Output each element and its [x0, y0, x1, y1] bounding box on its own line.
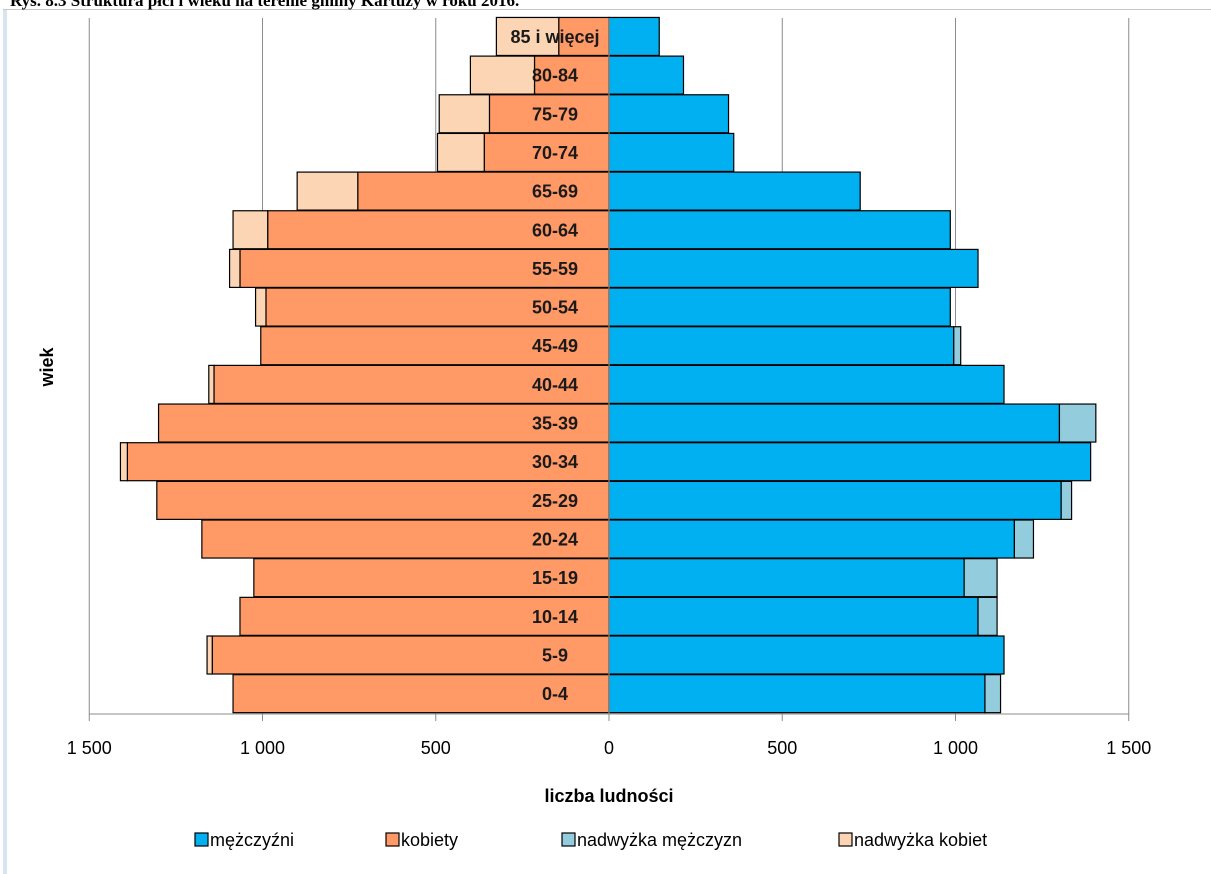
legend-label: kobiety — [401, 830, 458, 850]
x-axis-title: liczba ludności — [544, 786, 673, 806]
bar-kobiety — [533, 55, 610, 95]
x-tick-label: 1 500 — [67, 738, 112, 758]
bar-nadwyzka-kobiet — [436, 132, 485, 173]
bar-mezczyzni — [608, 16, 660, 57]
age-group-label: 85 i więcej — [510, 27, 599, 47]
bar-kobiety — [201, 519, 610, 559]
bar-mezczyzni — [608, 674, 986, 714]
bar-mezczyzni — [608, 519, 1016, 559]
age-group-label: 0-4 — [542, 684, 568, 704]
bar-nadwyzka-mezczyzn — [1060, 480, 1073, 520]
age-group-label: 70-74 — [532, 143, 578, 163]
bar-nadwyzka-kobiet — [296, 171, 359, 211]
age-group-label: 40-44 — [532, 375, 578, 395]
legend-swatch — [561, 832, 576, 847]
bar-nadwyzka-kobiet — [438, 94, 491, 134]
legend-swatch — [838, 832, 853, 847]
legend-label: nadwyżka mężczyzn — [577, 830, 742, 850]
bar-mezczyzni — [608, 94, 730, 134]
bar-kobiety — [267, 210, 610, 250]
bar-mezczyzni — [608, 403, 1061, 443]
bar-mezczyzni — [608, 287, 951, 327]
figure-caption: Rys. 8.3 Struktura płci i wieku na teren… — [10, 0, 520, 10]
age-group-label: 50-54 — [532, 298, 578, 318]
bar-nadwyzka-mezczyzn — [963, 558, 998, 598]
legend-item: nadwyżka kobiet — [838, 830, 987, 850]
bar-kobiety — [232, 674, 610, 714]
bar-kobiety — [239, 596, 610, 636]
bar-nadwyzka-mezczyzn — [953, 326, 962, 366]
age-group-label: 15-19 — [532, 568, 578, 588]
bar-mezczyzni — [608, 442, 1092, 482]
bar-mezczyzni — [608, 635, 1005, 675]
legend-swatch — [385, 832, 400, 847]
bar-nadwyzka-kobiet — [469, 55, 536, 95]
bar-kobiety — [211, 635, 610, 675]
bar-mezczyzni — [608, 480, 1062, 520]
top-border — [3, 9, 1211, 10]
bar-kobiety — [239, 248, 610, 289]
age-group-label: 60-64 — [532, 220, 578, 240]
legend-item: kobiety — [385, 830, 458, 850]
left-border — [3, 10, 7, 874]
x-tick-label: 1 000 — [240, 738, 285, 758]
legend-label: nadwyżka kobiet — [854, 830, 987, 850]
legend-swatch — [194, 832, 209, 847]
age-group-label: 20-24 — [532, 530, 578, 550]
bar-nadwyzka-kobiet — [254, 287, 267, 327]
bar-mezczyzni — [608, 326, 955, 366]
x-tick-label: 500 — [767, 738, 797, 758]
x-tick-label: 1 000 — [933, 738, 978, 758]
bar-mezczyzni — [608, 364, 1005, 404]
bar-mezczyzni — [608, 132, 735, 173]
bar-nadwyzka-mezczyzn — [1058, 403, 1097, 443]
bar-kobiety — [357, 171, 610, 211]
legend-label: mężczyźni — [210, 830, 294, 850]
bar-kobiety — [156, 480, 610, 520]
age-group-label: 55-59 — [532, 259, 578, 279]
bar-kobiety — [265, 287, 610, 327]
age-group-label: 35-39 — [532, 414, 578, 434]
bars — [119, 16, 1097, 714]
bar-nadwyzka-kobiet — [495, 16, 560, 57]
age-group-label: 65-69 — [532, 182, 578, 202]
y-axis-title: wiek — [37, 347, 57, 388]
age-group-label: 25-29 — [532, 491, 578, 511]
bar-nadwyzka-kobiet — [228, 248, 241, 289]
bar-nadwyzka-kobiet — [119, 442, 128, 482]
bar-mezczyzni — [608, 55, 685, 95]
bar-nadwyzka-mezczyzn — [984, 674, 1002, 714]
bar-mezczyzni — [608, 248, 979, 289]
x-tick-label: 0 — [604, 738, 614, 758]
age-group-label: 10-14 — [532, 607, 578, 627]
bar-kobiety — [483, 132, 610, 173]
bar-kobiety — [488, 94, 610, 134]
bar-mezczyzni — [608, 596, 979, 636]
legend-item: mężczyźni — [194, 830, 294, 850]
age-group-label: 45-49 — [532, 336, 578, 356]
age-group-label: 75-79 — [532, 104, 578, 124]
age-group-label: 30-34 — [532, 452, 578, 472]
bar-mezczyzni — [608, 558, 965, 598]
age-group-label: 80-84 — [532, 66, 578, 86]
x-tick-label: 1 500 — [1106, 738, 1151, 758]
bar-nadwyzka-kobiet — [208, 364, 215, 404]
age-group-label: 5-9 — [542, 646, 568, 666]
bar-mezczyzni — [608, 171, 861, 211]
bar-nadwyzka-mezczyzn — [1013, 519, 1035, 559]
bar-nadwyzka-kobiet — [232, 210, 269, 250]
category-labels: 0-4 5-9 10-14 15-19 20-24 25-29 30-34 35-39 40-4… — [510, 27, 599, 704]
bar-nadwyzka-mezczyzn — [977, 596, 998, 636]
bar-nadwyzka-kobiet — [206, 635, 213, 675]
legend: mężczyźni kobiety nadwyżka mężczyzn nadwyżk… — [194, 830, 987, 850]
bar-mezczyzni — [608, 210, 951, 250]
bar-kobiety — [253, 558, 610, 598]
x-tick-label: 500 — [421, 738, 451, 758]
x-axis: 1 500 1 000 500 0 500 1 000 1 500 — [67, 713, 1151, 758]
legend-item: nadwyżka mężczyzn — [561, 830, 742, 850]
